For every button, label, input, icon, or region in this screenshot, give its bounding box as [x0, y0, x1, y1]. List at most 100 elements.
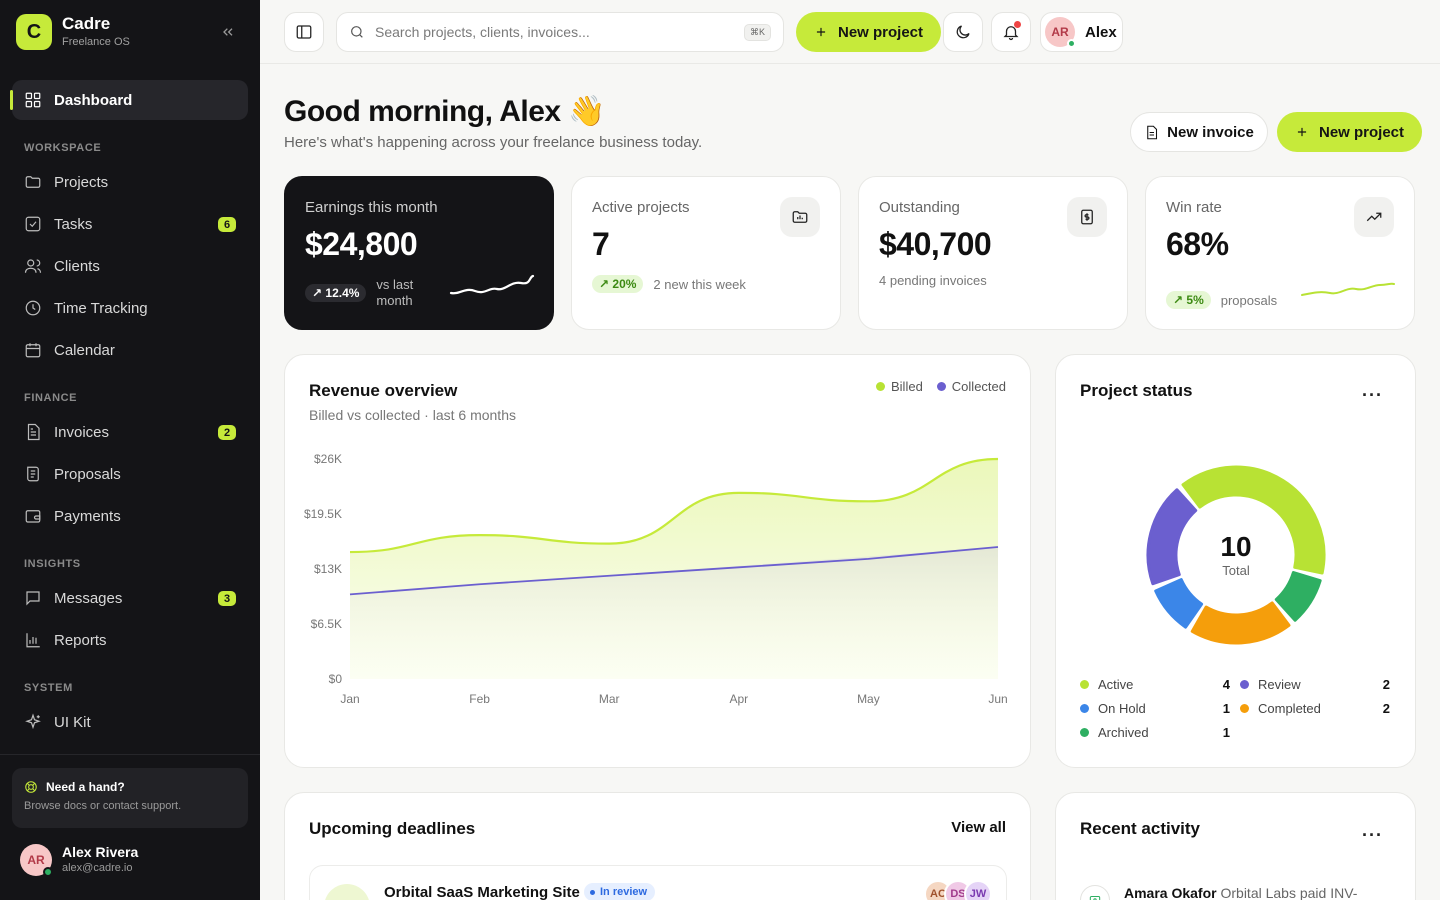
change-badge: ↗ 12.4%	[305, 284, 367, 302]
revenue-overview-panel: Revenue overview Billed vs collected · l…	[284, 354, 1031, 768]
moon-icon	[956, 25, 970, 39]
kpi-value: $24,800	[305, 226, 418, 262]
activity-more-button[interactable]: ···	[1362, 825, 1383, 845]
profile-menu-button[interactable]: AR Alex	[1040, 12, 1123, 52]
deadline-row[interactable]: Orbital SaaS Marketing Site In review AC…	[309, 865, 1007, 900]
clock-icon	[25, 300, 41, 316]
legend-label: Completed	[1258, 701, 1321, 716]
help-title: Need a hand?	[46, 780, 125, 794]
kpi-icon	[1354, 197, 1394, 237]
activity-text: Orbital Labs paid INV-	[1220, 885, 1358, 900]
sidebar-item-reports[interactable]: Reports	[24, 626, 244, 654]
activity-title: Recent activity	[1080, 819, 1200, 838]
sidebar-item-projects[interactable]: Projects	[24, 168, 244, 196]
new-project-button[interactable]: New project	[796, 12, 942, 52]
user-name: Alex Rivera	[62, 844, 139, 860]
plus-icon	[816, 27, 826, 37]
sidebar-item-tasks[interactable]: Tasks 6	[24, 210, 244, 238]
brand[interactable]: C Cadre Freelance OS	[16, 14, 130, 50]
receipt-dollar-icon	[1081, 209, 1093, 225]
kpi-earnings-card[interactable]: Earnings this month $24,800 ↗ 12.4% vs l…	[284, 176, 554, 330]
kpi-note: 2 new this week	[653, 276, 746, 292]
assignee-avatars: AC DS JW	[924, 880, 992, 900]
donut-total: 10	[1220, 531, 1252, 562]
file-text-icon	[27, 423, 40, 441]
project-status-more-button[interactable]: ···	[1362, 385, 1383, 405]
header-new-project-button[interactable]: New project	[1277, 112, 1423, 152]
kpi-outstanding-card[interactable]: Outstanding $40,700 4 pending invoices	[858, 176, 1128, 330]
avatar-initials: AR	[27, 853, 45, 867]
sidebar-item-calendar[interactable]: Calendar	[24, 336, 244, 364]
kpi-note: 4 pending invoices	[879, 273, 987, 288]
new-invoice-label: New invoice	[1167, 123, 1254, 141]
sidebar-item-ui-kit[interactable]: UI Kit	[24, 708, 244, 736]
theme-toggle-button[interactable]	[943, 12, 983, 52]
legend-count: 2	[1382, 701, 1390, 716]
notifications-button[interactable]	[991, 12, 1031, 52]
project-thumbnail	[324, 884, 370, 900]
search-input[interactable]	[375, 24, 744, 40]
y-tick-label: $13K	[314, 562, 342, 576]
sidebar-item-messages[interactable]: Messages 3	[24, 584, 244, 612]
donut-slice-completed[interactable]	[1190, 601, 1291, 645]
page-title: Good morning, Alex 👋	[284, 95, 606, 128]
donut-slice-archived[interactable]	[1274, 571, 1322, 622]
sidebar-item-time-tracking[interactable]: Time Tracking	[24, 294, 244, 322]
brand-logo: C	[16, 14, 52, 50]
x-tick-label: Jun	[988, 692, 1007, 706]
revenue-chart: $26K $19.5K $13K $6.5K $0 Jan Feb Mar Apr May Jun	[304, 452, 1008, 706]
kpi-win-rate-card[interactable]: Win rate 68% ↗ 5% proposals	[1145, 176, 1415, 330]
upcoming-deadlines-panel: Upcoming deadlines View all Orbital SaaS…	[284, 792, 1031, 900]
brand-name: Cadre	[62, 14, 111, 33]
recent-activity-panel: Recent activity ··· Amara Okafor Orbital…	[1055, 792, 1416, 900]
sidebar-item-proposals[interactable]: Proposals	[24, 460, 244, 488]
sidebar-item-clients[interactable]: Clients	[24, 252, 244, 280]
sidebar-item-label: Clients	[54, 257, 100, 275]
online-indicator	[43, 867, 53, 877]
sidebar-item-label: Messages	[54, 589, 123, 607]
donut-slice-on-hold[interactable]	[1154, 578, 1204, 629]
x-tick-label: Apr	[729, 692, 748, 706]
collapse-sidebar-button[interactable]	[214, 20, 242, 44]
help-subtitle: Browse docs or contact support.	[24, 800, 182, 812]
kpi-value: 7	[592, 226, 610, 262]
avatar: JW	[964, 880, 992, 900]
donut-slice-active[interactable]	[1181, 465, 1326, 575]
kpi-active-projects-card[interactable]: Active projects 7 ↗ 20% 2 new this week	[571, 176, 841, 330]
legend-item-archived[interactable]: Archived 1	[1080, 725, 1230, 740]
help-card[interactable]: Need a hand? Browse docs or contact supp…	[12, 768, 248, 828]
dashboard-icon	[25, 92, 41, 108]
legend-item-active[interactable]: Active 4	[1080, 677, 1230, 692]
legend-dot	[1240, 680, 1249, 689]
sidebar-item-label: UI Kit	[54, 713, 91, 731]
legend-count: 1	[1222, 701, 1230, 716]
y-tick-label: $6.5K	[311, 617, 342, 631]
view-all-link[interactable]: View all	[951, 819, 1006, 836]
sidebar-item-dashboard[interactable]: Dashboard	[24, 86, 244, 114]
legend-item-billed[interactable]: Billed	[876, 379, 923, 394]
new-project-label: New project	[1319, 123, 1405, 141]
legend-count: 4	[1222, 677, 1230, 692]
earnings-sparkline	[449, 274, 535, 295]
x-tick-label: Jan	[340, 692, 359, 706]
lifebuoy-icon	[25, 781, 37, 793]
sidebar-user[interactable]: AR Alex Rivera alex@cadre.io	[20, 844, 139, 877]
legend-item-completed[interactable]: Completed 2	[1240, 701, 1390, 716]
legend-item-collected[interactable]: Collected	[936, 379, 1006, 394]
legend-dot	[1080, 680, 1089, 689]
sidebar-item-label: Invoices	[54, 423, 110, 441]
sidebar-item-label: Payments	[54, 507, 121, 525]
toggle-sidebar-button[interactable]	[284, 12, 324, 52]
donut-slice-review[interactable]	[1146, 488, 1198, 586]
activity-item[interactable]: Amara Okafor Orbital Labs paid INV-	[1080, 885, 1357, 900]
legend-item-review[interactable]: Review 2	[1240, 677, 1390, 692]
search-bar[interactable]: ⌘K	[336, 12, 784, 52]
new-invoice-button[interactable]: New invoice	[1130, 112, 1268, 152]
sidebar-item-payments[interactable]: Payments	[24, 502, 244, 530]
trending-up-icon	[1366, 212, 1382, 222]
wallet-icon	[25, 510, 41, 523]
legend-item-on-hold[interactable]: On Hold 1	[1080, 701, 1230, 716]
checkbox-icon	[25, 216, 41, 232]
sidebar-item-invoices[interactable]: Invoices 2	[24, 418, 244, 446]
revenue-subtitle: Billed vs collected · last 6 months	[309, 407, 516, 423]
